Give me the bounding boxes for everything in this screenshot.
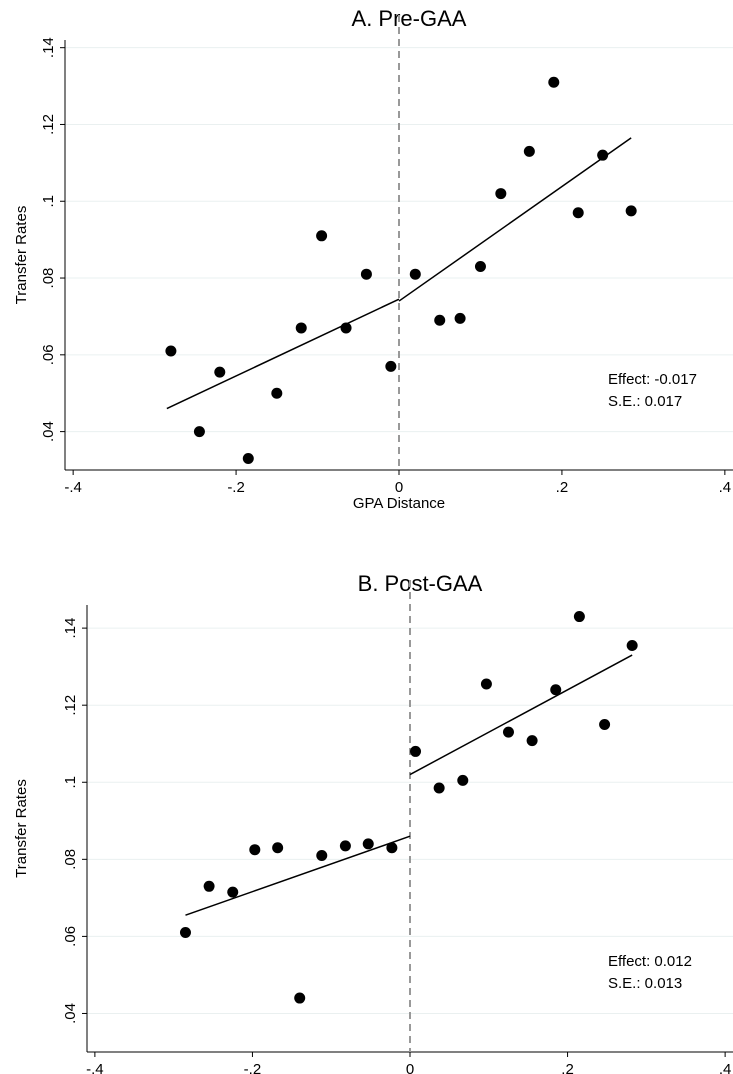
data-point — [242, 452, 254, 464]
y-tick-label: .12 — [62, 695, 79, 716]
data-point — [362, 838, 374, 850]
y-axis-label: Transfer Rates — [13, 779, 30, 878]
y-tick-label: .14 — [40, 37, 57, 58]
y-tick-label: .08 — [62, 849, 79, 870]
data-point — [572, 207, 584, 219]
y-tick-label: .1 — [62, 776, 79, 789]
x-tick-label: 0 — [395, 479, 403, 496]
data-point — [295, 322, 307, 334]
data-point — [410, 745, 422, 757]
y-tick-label: .12 — [40, 114, 57, 135]
data-point — [625, 205, 637, 217]
x-tick-label: -.4 — [86, 1061, 104, 1074]
x-tick-label: -.4 — [64, 479, 82, 496]
data-point — [409, 268, 421, 280]
data-point — [502, 726, 514, 738]
y-tick-label: .04 — [62, 1003, 79, 1024]
data-point — [548, 76, 560, 88]
data-point — [433, 782, 445, 794]
x-axis-label: GPA Distance — [353, 495, 445, 512]
fit-line — [409, 654, 633, 776]
data-point — [271, 387, 283, 399]
data-point — [457, 774, 469, 786]
data-point — [573, 611, 585, 623]
fit-line — [185, 835, 411, 916]
data-point — [272, 842, 284, 854]
data-point — [227, 886, 239, 898]
data-point — [214, 366, 226, 378]
data-point — [316, 230, 328, 242]
fit-line — [398, 137, 632, 302]
data-point — [626, 639, 638, 651]
annotation: S.E.: 0.017 — [608, 393, 682, 410]
data-point — [165, 345, 177, 357]
data-point — [249, 844, 261, 856]
data-point — [597, 149, 609, 161]
y-tick-label: .06 — [62, 926, 79, 947]
data-point — [385, 360, 397, 372]
data-point — [193, 426, 205, 438]
y-tick-label: .14 — [62, 618, 79, 639]
annotation: Effect: -0.017 — [608, 371, 697, 388]
chart-title: A. Pre-GAA — [352, 6, 467, 31]
y-tick-label: .08 — [40, 268, 57, 289]
data-point — [340, 322, 352, 334]
data-point — [550, 684, 562, 696]
x-tick-label: 0 — [406, 1061, 414, 1074]
data-point — [294, 992, 306, 1004]
x-tick-label: .4 — [719, 1061, 732, 1074]
x-tick-label: -.2 — [227, 479, 245, 496]
data-point — [339, 840, 351, 852]
data-point — [526, 735, 538, 747]
annotation: Effect: 0.012 — [608, 953, 692, 970]
y-tick-label: .04 — [40, 421, 57, 442]
annotation: S.E.: 0.013 — [608, 975, 682, 992]
y-axis-label: Transfer Rates — [13, 206, 30, 305]
data-point — [434, 314, 446, 326]
data-point — [179, 927, 191, 939]
fit-line — [166, 298, 400, 410]
x-tick-label: .2 — [556, 479, 569, 496]
data-point — [599, 718, 611, 730]
data-point — [316, 849, 328, 861]
chart-title: B. Post-GAA — [358, 571, 483, 596]
data-point — [480, 678, 492, 690]
data-point — [203, 880, 215, 892]
y-tick-label: .06 — [40, 344, 57, 365]
data-point — [523, 145, 535, 157]
x-tick-label: -.2 — [244, 1061, 262, 1074]
y-tick-label: .1 — [40, 195, 57, 208]
data-point — [454, 312, 466, 324]
x-tick-label: .2 — [561, 1061, 574, 1074]
x-tick-label: .4 — [719, 479, 732, 496]
data-point — [360, 268, 372, 280]
data-point — [495, 188, 507, 200]
data-point — [474, 261, 486, 273]
data-point — [386, 842, 398, 854]
